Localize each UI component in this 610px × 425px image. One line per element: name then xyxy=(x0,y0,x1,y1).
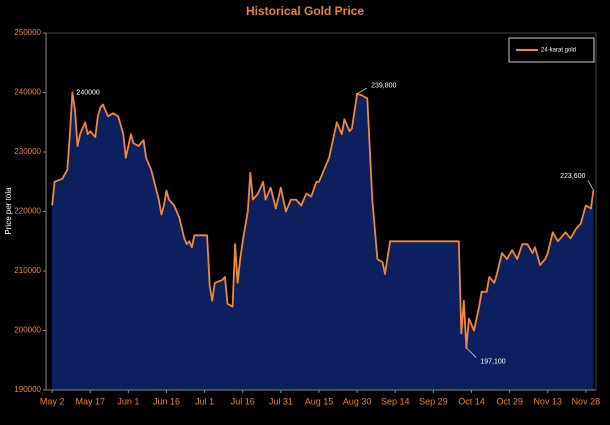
x-tick-label: Sep 14 xyxy=(381,396,410,406)
y-tick-label: 210000 xyxy=(14,266,41,275)
x-tick-label: Jun 16 xyxy=(153,396,180,406)
x-tick-label: Jun 1 xyxy=(117,396,139,406)
x-tick-label: Sep 29 xyxy=(419,396,448,406)
x-tick-label: Jul 16 xyxy=(231,396,255,406)
x-tick-label: Nov 28 xyxy=(572,396,601,406)
x-tick-label: Jul 1 xyxy=(195,396,214,406)
annotation-leader xyxy=(466,347,477,358)
y-tick-label: 220000 xyxy=(14,207,41,216)
annotation: 223,600 xyxy=(560,173,585,180)
y-tick-label: 240000 xyxy=(14,88,41,97)
x-tick-label: Oct 14 xyxy=(458,396,485,406)
annotation-leader xyxy=(356,87,368,95)
annotation: 239,800 xyxy=(371,83,396,90)
x-tick-label: Nov 13 xyxy=(533,396,562,406)
y-tick-label: 200000 xyxy=(14,326,41,335)
y-axis-label: Price per tola xyxy=(4,187,13,235)
x-tick-label: Aug 15 xyxy=(305,396,334,406)
legend-label: 24-karat gold xyxy=(541,48,576,54)
x-tick-label: Oct 29 xyxy=(496,396,523,406)
x-tick-label: Aug 30 xyxy=(343,396,372,406)
x-tick-label: May 17 xyxy=(75,396,105,406)
chart-title: Historical Gold Price xyxy=(246,4,364,18)
y-tick-label: 250000 xyxy=(14,28,41,37)
x-tick-label: May 2 xyxy=(40,396,65,406)
y-tick-label: 230000 xyxy=(14,147,41,156)
area xyxy=(52,92,594,390)
annotation: 240000 xyxy=(76,89,99,96)
x-tick-label: Jul 31 xyxy=(269,396,293,406)
y-tick-label: 190000 xyxy=(14,385,41,394)
line xyxy=(51,91,595,349)
annotation: 197,100 xyxy=(480,359,505,366)
annotation-leader xyxy=(587,180,594,191)
